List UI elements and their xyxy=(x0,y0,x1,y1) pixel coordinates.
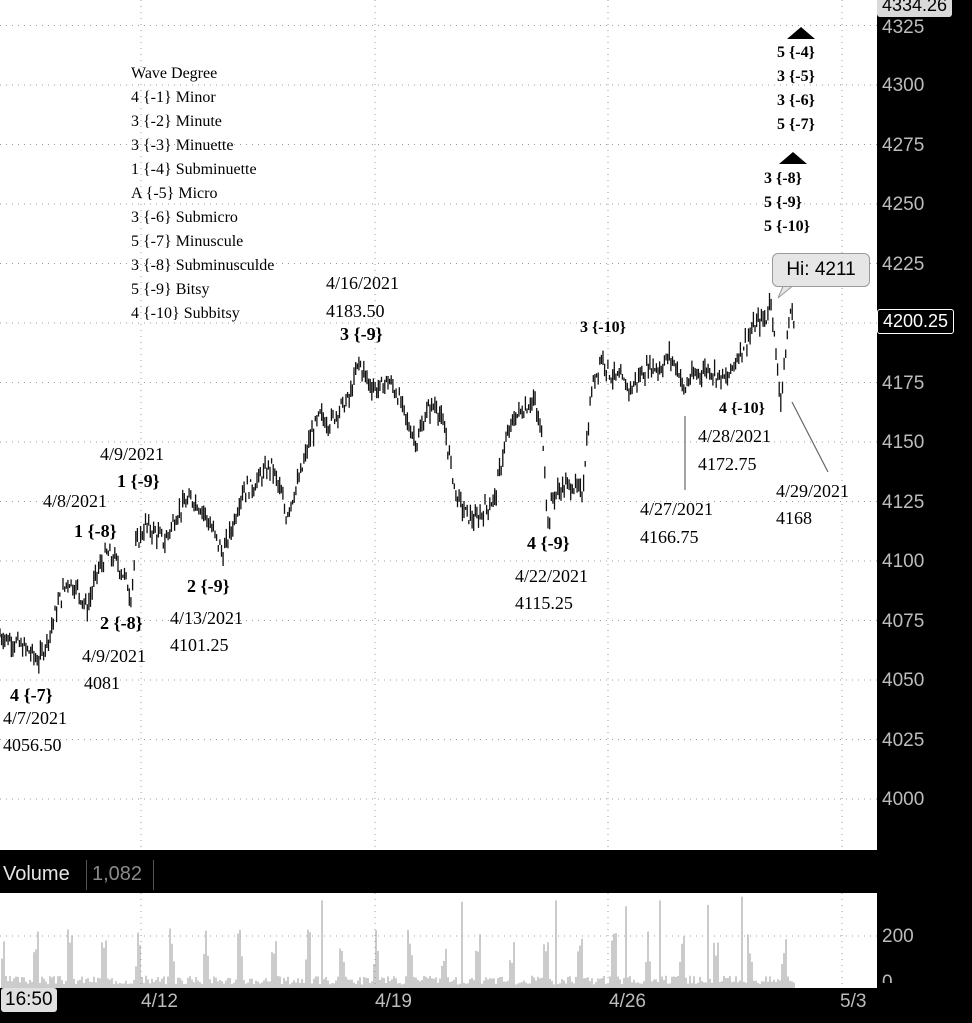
date-label: 4/9/2021 xyxy=(82,646,147,666)
date-label: 4/13/2021 xyxy=(170,608,244,628)
volume-value: 1,082 xyxy=(92,863,143,885)
price-label: 4115.25 xyxy=(515,593,573,613)
y-tick-label: 4000 xyxy=(882,789,925,810)
wave-label: 4 {-10} xyxy=(719,400,765,417)
volume-tick-label: 0 xyxy=(882,973,893,983)
wave-label: 4 {-9} xyxy=(527,533,570,553)
top-price-tag: 4334.26 xyxy=(877,0,953,17)
wave-stack-label: 5 {-10} xyxy=(764,218,810,235)
date-label: 4/8/2021 xyxy=(43,491,108,511)
triangle-up-icon xyxy=(787,27,815,39)
price-label: 4172.75 xyxy=(698,454,757,474)
legend-item: 1 {-4} Subminuette xyxy=(131,161,257,178)
price-axis[interactable] xyxy=(877,0,972,1023)
y-tick-label: 4025 xyxy=(882,730,925,751)
legend-item: 5 {-9} Bitsy xyxy=(131,281,210,298)
volume-header-bar: Volume 1,082 xyxy=(0,858,877,892)
wave-label: 3 {-10} xyxy=(580,319,626,336)
volume-tick-label: 200 xyxy=(882,926,914,947)
x-tick-label: 4/26 xyxy=(609,991,646,1012)
volume-label: Volume xyxy=(3,863,70,885)
legend-item: 4 {-1} Minor xyxy=(131,89,216,106)
wave-stack-label: 5 {-7} xyxy=(777,116,815,133)
y-tick-label: 4325 xyxy=(882,17,925,38)
legend-item: 3 {-6} Submicro xyxy=(131,209,238,226)
y-tick-label: 4150 xyxy=(882,432,925,453)
y-tick-label: 4075 xyxy=(882,611,925,632)
price-label: 4056.50 xyxy=(3,735,62,755)
x-tick-label: 4/19 xyxy=(375,991,412,1012)
price-label: 4166.75 xyxy=(640,527,699,547)
wave-stack-label: 3 {-8} xyxy=(764,170,802,187)
y-tick-label: 4175 xyxy=(882,373,925,394)
price-label: 4081 xyxy=(84,673,120,693)
wave-stack-label: 3 {-6} xyxy=(777,92,815,109)
legend-item: 3 {-8} Subminusculde xyxy=(131,257,275,274)
y-tick-label: 4275 xyxy=(882,135,925,156)
legend-item: 4 {-10} Subbitsy xyxy=(131,305,240,322)
y-tick-label: 4300 xyxy=(882,75,925,96)
y-tick-label: 4225 xyxy=(882,254,925,275)
annotation-line xyxy=(791,401,829,473)
time-label[interactable]: 16:50 xyxy=(1,988,57,1012)
date-label: 4/22/2021 xyxy=(515,566,589,586)
last-price-tag: 4200.25 xyxy=(877,309,955,334)
wave-label: 1 {-8} xyxy=(74,521,117,541)
legend-item: 5 {-7} Minuscule xyxy=(131,233,244,250)
price-label: 4168 xyxy=(776,508,812,528)
date-label: 4/9/2021 xyxy=(100,444,165,464)
y-tick-label: 4250 xyxy=(882,194,925,215)
x-tick-label: 4/12 xyxy=(141,991,178,1012)
date-label: 4/29/2021 xyxy=(776,481,850,501)
wave-label: 4 {-7} xyxy=(10,685,53,705)
legend-item: A {-5} Micro xyxy=(131,185,218,202)
volume-divider xyxy=(86,860,87,890)
triangle-up-icon xyxy=(779,152,807,164)
wave-label: 1 {-9} xyxy=(117,471,160,491)
price-label: 4183.50 xyxy=(326,301,385,321)
wave-label: 3 {-9} xyxy=(340,324,383,344)
hi-callout: Hi: 4211 xyxy=(772,253,870,287)
date-label: 4/27/2021 xyxy=(640,499,714,519)
volume-divider xyxy=(153,860,154,890)
wave-stack-label: 5 {-9} xyxy=(764,194,802,211)
wave-label: 2 {-9} xyxy=(187,576,230,596)
date-label: 4/16/2021 xyxy=(326,273,400,293)
wave-label: 2 {-8} xyxy=(100,613,143,633)
legend-item: 3 {-3} Minuette xyxy=(131,137,234,154)
wave-stack-label: 3 {-5} xyxy=(777,68,815,85)
date-label: 4/28/2021 xyxy=(698,426,772,446)
wave-stack-label: 5 {-4} xyxy=(777,44,815,61)
x-tick-label: 5/3 xyxy=(840,991,867,1012)
legend-title: Wave Degree xyxy=(131,65,218,82)
y-tick-label: 4050 xyxy=(882,670,925,691)
price-label: 4101.25 xyxy=(170,635,229,655)
legend-item: 3 {-2} Minute xyxy=(131,113,222,130)
date-label: 4/7/2021 xyxy=(3,708,68,728)
y-tick-label: 4100 xyxy=(882,551,925,572)
y-tick-label: 4125 xyxy=(882,492,925,513)
volume-panel[interactable] xyxy=(0,893,877,988)
